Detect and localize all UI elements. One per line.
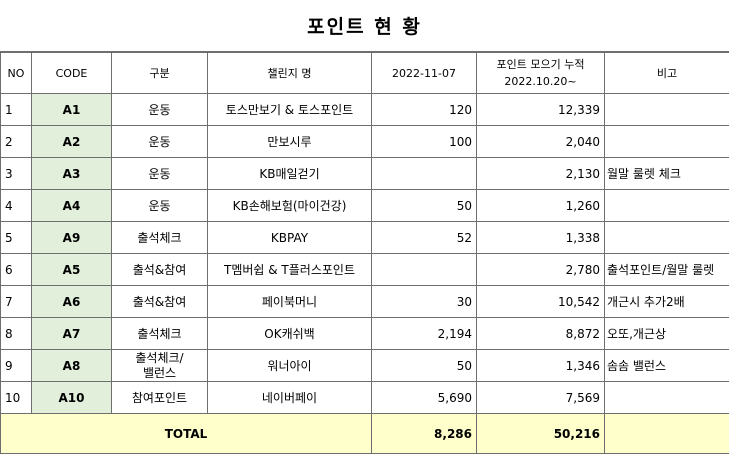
header-challenge[interactable]: 챌린지 명: [208, 53, 372, 94]
cell-code[interactable]: A7: [32, 318, 112, 350]
header-accumulated[interactable]: 포인트 모으기 누적 2022.10.20~: [477, 53, 605, 94]
cell-note[interactable]: [605, 382, 729, 414]
cell-accumulated-points[interactable]: 1,260: [477, 190, 605, 222]
points-table: NO CODE 구분 챌린지 명 2022-11-07 포인트 모으기 누적 2…: [0, 52, 729, 454]
cell-accumulated-points[interactable]: 1,338: [477, 222, 605, 254]
cell-code[interactable]: A3: [32, 158, 112, 190]
cell-today-points[interactable]: 30: [372, 286, 477, 318]
cell-code[interactable]: A1: [32, 94, 112, 126]
cell-category[interactable]: 운동: [112, 94, 208, 126]
cell-code[interactable]: A4: [32, 190, 112, 222]
cell-no[interactable]: 10: [1, 382, 32, 414]
header-note[interactable]: 비고: [605, 53, 729, 94]
cell-no[interactable]: 8: [1, 318, 32, 350]
total-label[interactable]: TOTAL: [1, 414, 372, 454]
cell-today-points[interactable]: 50: [372, 190, 477, 222]
cell-category[interactable]: 출석체크: [112, 318, 208, 350]
cell-challenge-name[interactable]: T멤버쉽 & T플러스포인트: [208, 254, 372, 286]
cell-challenge-name[interactable]: KB손해보험(마이건강): [208, 190, 372, 222]
cell-category[interactable]: 출석체크: [112, 222, 208, 254]
cell-code[interactable]: A6: [32, 286, 112, 318]
cell-no[interactable]: 5: [1, 222, 32, 254]
cell-category[interactable]: 출석&참여: [112, 286, 208, 318]
cell-today-points[interactable]: 2,194: [372, 318, 477, 350]
cell-challenge-name[interactable]: 페이북머니: [208, 286, 372, 318]
cell-category[interactable]: 운동: [112, 158, 208, 190]
cell-note[interactable]: 개근시 추가2배: [605, 286, 729, 318]
header-date[interactable]: 2022-11-07: [372, 53, 477, 94]
cell-challenge-name[interactable]: 토스만보기 & 토스포인트: [208, 94, 372, 126]
cell-today-points[interactable]: 5,690: [372, 382, 477, 414]
cell-no[interactable]: 1: [1, 94, 32, 126]
cell-no[interactable]: 2: [1, 126, 32, 158]
cell-category[interactable]: 운동: [112, 190, 208, 222]
header-category[interactable]: 구분: [112, 53, 208, 94]
cell-code[interactable]: A8: [32, 350, 112, 382]
cell-accumulated-points[interactable]: 10,542: [477, 286, 605, 318]
cell-accumulated-points[interactable]: 2,130: [477, 158, 605, 190]
header-row: NO CODE 구분 챌린지 명 2022-11-07 포인트 모으기 누적 2…: [1, 53, 729, 94]
header-accumulated-line2: 2022.10.20~: [504, 75, 576, 88]
cell-accumulated-points[interactable]: 12,339: [477, 94, 605, 126]
cell-today-points[interactable]: 120: [372, 94, 477, 126]
cell-no[interactable]: 6: [1, 254, 32, 286]
header-no[interactable]: NO: [1, 53, 32, 94]
header-code[interactable]: CODE: [32, 53, 112, 94]
cell-code[interactable]: A5: [32, 254, 112, 286]
cell-note[interactable]: 월말 룰렛 체크: [605, 158, 729, 190]
cell-no[interactable]: 7: [1, 286, 32, 318]
cell-note[interactable]: 출석포인트/월말 룰렛: [605, 254, 729, 286]
cell-note[interactable]: 솜솜 밸런스: [605, 350, 729, 382]
cell-challenge-name[interactable]: 네이버페이: [208, 382, 372, 414]
cell-accumulated-points[interactable]: 8,872: [477, 318, 605, 350]
cell-note[interactable]: 오또,개근상: [605, 318, 729, 350]
cell-challenge-name[interactable]: KBPAY: [208, 222, 372, 254]
cell-today-points[interactable]: 52: [372, 222, 477, 254]
cell-note[interactable]: [605, 190, 729, 222]
cell-no[interactable]: 9: [1, 350, 32, 382]
total-row: TOTAL 8,286 50,216: [1, 414, 729, 454]
cell-accumulated-points[interactable]: 1,346: [477, 350, 605, 382]
total-today[interactable]: 8,286: [372, 414, 477, 454]
cell-category[interactable]: 운동: [112, 126, 208, 158]
cell-today-points[interactable]: [372, 158, 477, 190]
cell-category[interactable]: 출석체크/밸런스: [112, 350, 208, 382]
cell-accumulated-points[interactable]: 7,569: [477, 382, 605, 414]
cell-accumulated-points[interactable]: 2,040: [477, 126, 605, 158]
total-accumulated[interactable]: 50,216: [477, 414, 605, 454]
cell-category[interactable]: 출석&참여: [112, 254, 208, 286]
cell-note[interactable]: [605, 222, 729, 254]
cell-challenge-name[interactable]: OK캐쉬백: [208, 318, 372, 350]
cell-challenge-name[interactable]: 만보시루: [208, 126, 372, 158]
header-accumulated-line1: 포인트 모으기 누적: [497, 58, 585, 71]
cell-category[interactable]: 참여포인트: [112, 382, 208, 414]
cell-no[interactable]: 4: [1, 190, 32, 222]
cell-challenge-name[interactable]: KB매일걷기: [208, 158, 372, 190]
cell-note[interactable]: [605, 94, 729, 126]
total-note[interactable]: [605, 414, 729, 454]
cell-code[interactable]: A2: [32, 126, 112, 158]
cell-no[interactable]: 3: [1, 158, 32, 190]
cell-today-points[interactable]: 100: [372, 126, 477, 158]
cell-code[interactable]: A10: [32, 382, 112, 414]
cell-today-points[interactable]: [372, 254, 477, 286]
cell-challenge-name[interactable]: 워너아이: [208, 350, 372, 382]
cell-code[interactable]: A9: [32, 222, 112, 254]
cell-accumulated-points[interactable]: 2,780: [477, 254, 605, 286]
cell-note[interactable]: [605, 126, 729, 158]
cell-today-points[interactable]: 50: [372, 350, 477, 382]
sheet-title: 포인트 현 황: [0, 0, 729, 52]
